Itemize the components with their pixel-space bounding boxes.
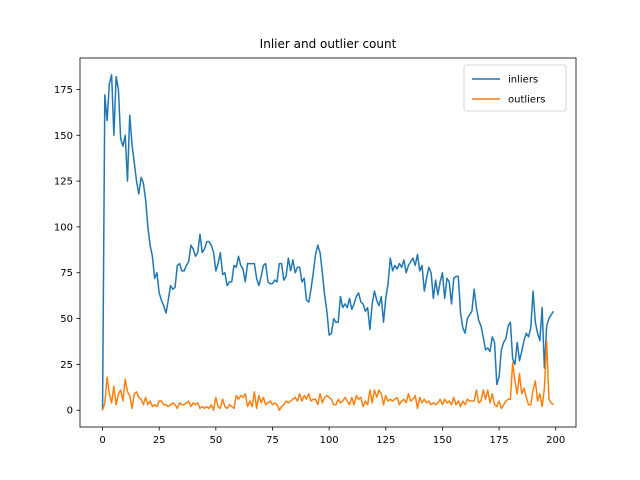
- y-tick-label: 25: [60, 360, 73, 371]
- x-tick-label: 25: [153, 435, 166, 446]
- legend: inliers outliers: [463, 64, 567, 112]
- series-line-outliers: [101, 339, 554, 411]
- series-layer: [101, 74, 555, 411]
- chart-title: Inlier and outlier count: [260, 37, 397, 51]
- x-tick-label: 100: [320, 435, 339, 446]
- legend-label-outliers: outliers: [508, 95, 545, 106]
- y-tick-label: 0: [67, 406, 73, 417]
- x-tick-label: 125: [376, 435, 395, 446]
- y-tick-label: 150: [54, 131, 73, 142]
- x-tick-label: 75: [266, 435, 279, 446]
- x-tick-label: 0: [99, 435, 105, 446]
- y-tick-label: 100: [54, 222, 73, 233]
- y-tick-label: 175: [54, 85, 73, 96]
- axes-layer: 0 25 50 75 100 125 150 175 200 0 25 50 75 100 125 150 17…: [54, 57, 577, 446]
- x-tick-label: 50: [209, 435, 222, 446]
- x-tick-label: 175: [490, 435, 509, 446]
- series-line-inliers: [101, 74, 555, 411]
- x-tick-label: 150: [433, 435, 452, 446]
- legend-label-inliers: inliers: [508, 75, 538, 86]
- y-tick-label: 50: [60, 314, 73, 325]
- x-tick-label: 200: [546, 435, 565, 446]
- plot-area: [80, 58, 576, 427]
- y-tick-label: 125: [54, 177, 73, 188]
- axes-frame: [79, 57, 577, 428]
- y-tick-label: 75: [60, 268, 73, 279]
